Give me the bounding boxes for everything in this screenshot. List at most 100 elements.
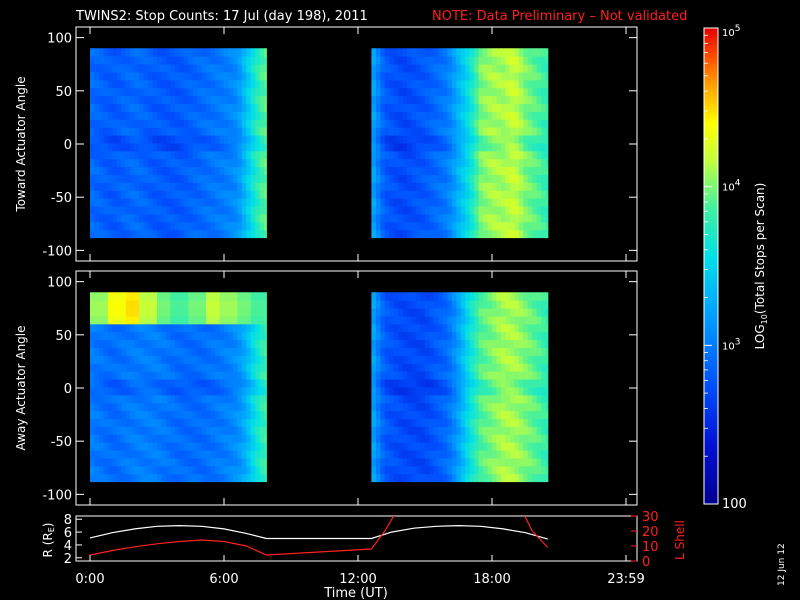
heatmap-cell (442, 473, 448, 483)
heatmap-cell (107, 198, 113, 207)
heatmap-cell (474, 206, 480, 215)
heatmap-cell (201, 379, 207, 388)
heatmap-cell (398, 418, 404, 427)
r-distance-line (89, 524, 548, 540)
heatmap-cell (98, 103, 104, 112)
heatmap-cell (429, 48, 435, 57)
heatmap-cell (130, 450, 136, 459)
heatmap-cell (514, 347, 520, 356)
heatmap-cell (215, 339, 221, 348)
heatmap-cell (143, 434, 149, 443)
heatmap-cell (447, 457, 453, 467)
heatmap-cell (94, 127, 100, 136)
heatmap-cell (255, 206, 261, 215)
heatmap-cell (241, 442, 247, 451)
heatmap-cell (500, 127, 506, 136)
heatmap-cell (371, 410, 377, 419)
heatmap-cell (483, 71, 489, 81)
heatmap-cell (121, 418, 127, 427)
heatmap-cell (460, 229, 466, 239)
heatmap-cell (121, 111, 127, 120)
heatmap-cell (201, 315, 207, 325)
heatmap-cell (250, 457, 256, 467)
heatmap-cell (509, 48, 515, 57)
heatmap-cell (197, 166, 203, 175)
heatmap-cell (232, 473, 238, 483)
heatmap-cell (148, 457, 154, 467)
heatmap-cell (152, 300, 158, 309)
heatmap-cell (474, 71, 480, 81)
heatmap-cell (215, 79, 221, 89)
heatmap-cell (478, 450, 484, 459)
heatmap-cell (161, 142, 167, 152)
heatmap-cell (505, 394, 511, 404)
heatmap-cell (174, 103, 180, 112)
heatmap-cell (442, 402, 448, 412)
heatmap-cell (402, 363, 408, 372)
heatmap-cell (224, 56, 229, 65)
heatmap-cell (442, 79, 448, 89)
heatmap-cell (541, 56, 547, 65)
heatmap-cell (500, 355, 506, 364)
heatmap-cell (219, 142, 225, 152)
heatmap-cell (398, 292, 404, 301)
heatmap-cell (232, 71, 238, 81)
heatmap-cell (152, 347, 158, 356)
heatmap-cell (505, 300, 511, 309)
heatmap-cell (192, 213, 198, 223)
heatmap-cell (393, 95, 399, 104)
heatmap-cell (420, 434, 426, 443)
heatmap-cell (447, 426, 453, 435)
heatmap-cell (174, 221, 180, 231)
heatmap-cell (438, 292, 444, 301)
heatmap-cell (98, 71, 104, 81)
heatmap-cell (148, 371, 154, 380)
heatmap-cell (536, 87, 542, 97)
heatmap-cell (259, 450, 265, 459)
heatmap-cell (259, 103, 265, 112)
heatmap-cell (148, 71, 154, 81)
heatmap-cell (98, 87, 104, 97)
r-tick-label: 4 (64, 539, 72, 554)
heatmap-cell (505, 111, 511, 120)
heatmap-cell (509, 363, 515, 372)
heatmap-cell (255, 71, 261, 81)
heatmap-cell (541, 111, 547, 120)
heatmap-cell (375, 213, 381, 223)
heatmap-cell (545, 315, 549, 325)
heatmap-cell (179, 426, 185, 435)
heatmap-cell (416, 206, 422, 215)
heatmap-cell (384, 127, 390, 136)
heatmap-cell (420, 95, 426, 104)
heatmap-cell (165, 64, 171, 73)
heatmap-cell (139, 71, 145, 81)
heatmap-cell (438, 457, 444, 467)
heatmap-cell (259, 315, 265, 325)
heatmap-cell (384, 410, 390, 419)
heatmap-cell (532, 135, 538, 144)
heatmap-cell (447, 300, 453, 309)
heatmap-cell (241, 355, 247, 364)
heatmap-cell (170, 457, 176, 467)
heatmap-cell (201, 465, 207, 475)
heatmap-cell (389, 71, 395, 81)
heatmap-cell (94, 394, 100, 404)
heatmap-cell (492, 221, 497, 231)
heatmap-cell (442, 386, 448, 396)
heatmap-cell (161, 308, 167, 317)
heatmap-cell (536, 103, 542, 112)
heatmap-cell (505, 410, 511, 419)
heatmap-cell (438, 300, 444, 309)
heatmap-cell (487, 158, 493, 168)
heatmap-cell (460, 87, 466, 97)
heatmap-cell (148, 229, 154, 239)
heatmap-cell (246, 465, 252, 475)
heatmap-cell (487, 292, 493, 301)
heatmap-cell (518, 457, 524, 467)
heatmap-cell (210, 450, 216, 459)
heatmap-cell (228, 386, 234, 396)
heatmap-cell (103, 339, 109, 348)
heatmap-cell (442, 450, 448, 459)
heatmap-cell (429, 221, 435, 231)
heatmap-cell (527, 394, 533, 404)
